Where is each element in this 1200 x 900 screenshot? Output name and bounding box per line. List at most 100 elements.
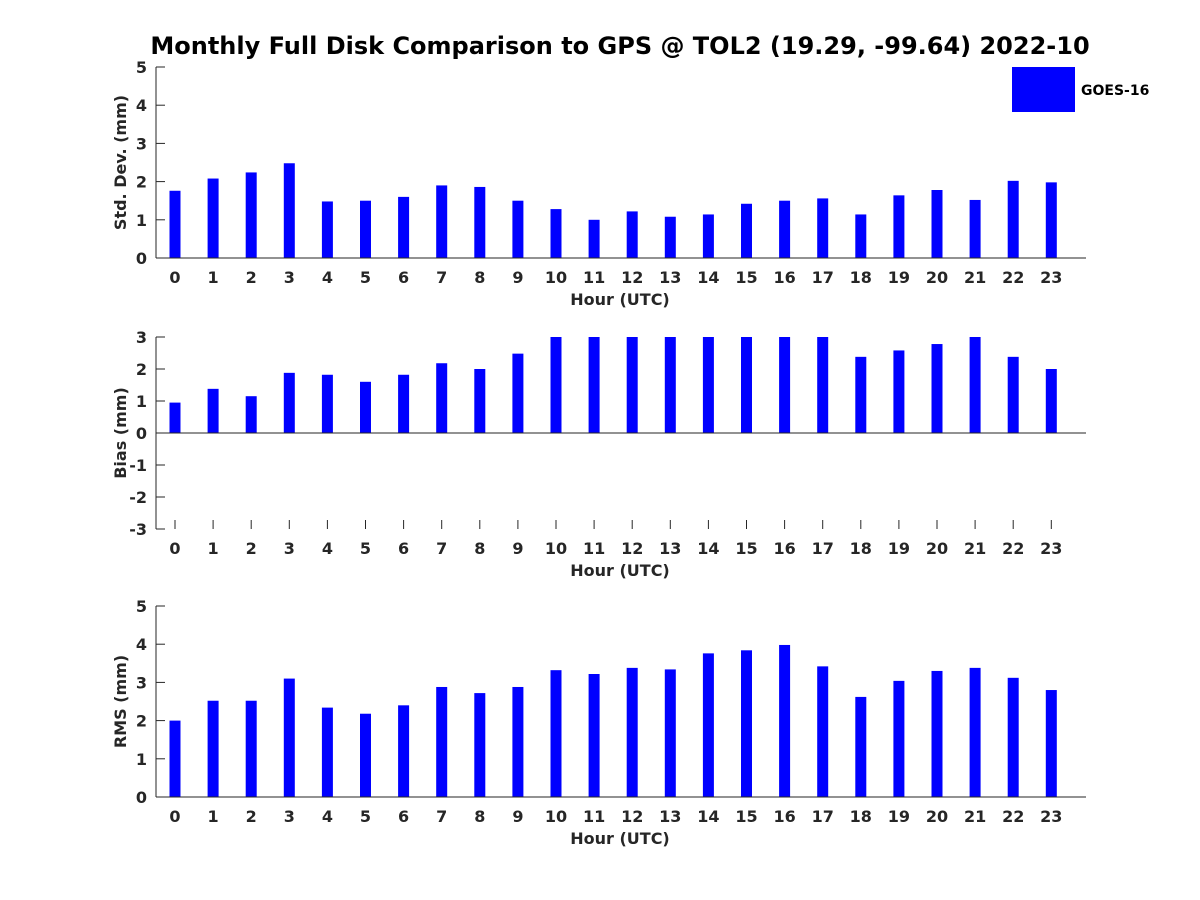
rms-x-tick-label-6: 6 [398, 807, 409, 826]
rms-y-tick-label: 5 [136, 597, 147, 616]
std-dev-x-tick-label-10: 10 [545, 268, 567, 287]
rms-y-tick-label: 4 [136, 635, 147, 654]
std-dev-x-tick-label-19: 19 [888, 268, 910, 287]
rms-bar-hour-14 [702, 653, 714, 797]
bias-x-tick-label-3: 3 [284, 539, 295, 558]
bias-bar-hour-15 [741, 337, 752, 433]
bias-bar-hour-3 [283, 372, 295, 433]
std-dev-y-tick-label: 4 [136, 96, 147, 115]
rms-x-tick-label-0: 0 [169, 807, 180, 826]
rms-x-tick-label-5: 5 [360, 807, 371, 826]
rms-bar-hour-21 [969, 667, 981, 797]
std-dev-y-tick-label: 0 [136, 249, 147, 268]
bias-bar-hour-17 [817, 337, 829, 433]
rms-x-tick-label-21: 21 [964, 807, 986, 826]
bias-x-tick-label-4: 4 [322, 539, 333, 558]
rms-bar-hour-0 [169, 720, 181, 797]
bias-bar-hour-2 [245, 396, 257, 433]
rms-y-tick-label: 0 [136, 788, 147, 807]
rms-bar-hour-12 [626, 667, 638, 797]
bias-x-tick-label-6: 6 [398, 539, 409, 558]
bias-y-tick-label: 3 [136, 328, 147, 347]
std-dev-bar-hour-21 [969, 199, 981, 258]
rms-bar-hour-15 [741, 650, 752, 797]
std-dev-x-tick-label-12: 12 [621, 268, 643, 287]
std-dev-bar-hour-23 [1045, 182, 1057, 258]
std-dev-x-tick-label-5: 5 [360, 268, 371, 287]
rms-bar-hour-13 [664, 669, 676, 797]
std-dev-x-tick-label-6: 6 [398, 268, 409, 287]
std-dev-x-tick-label-21: 21 [964, 268, 986, 287]
rms-bar-hour-9 [512, 686, 524, 797]
rms-bar-hour-22 [1007, 677, 1019, 797]
rms-bar-hour-18 [855, 696, 867, 797]
std-dev-x-tick-label-23: 23 [1040, 268, 1062, 287]
bias-x-tick-label-11: 11 [583, 539, 605, 558]
bias-x-tick-label-13: 13 [659, 539, 681, 558]
std-dev-bar-hour-8 [474, 186, 486, 258]
rms-y-tick-label: 3 [136, 673, 147, 692]
legend-label-goes-16: GOES-16 [1081, 83, 1149, 99]
std-dev-bar-hour-12 [626, 211, 638, 258]
rms-y-tick-label: 2 [136, 712, 147, 731]
std-dev-x-tick-label-9: 9 [512, 268, 523, 287]
bias-bar-hour-4 [321, 374, 333, 433]
bias-bar-hour-7 [436, 363, 448, 433]
std-dev-bar-hour-9 [512, 200, 524, 258]
std-dev-bar-hour-20 [931, 190, 943, 258]
bias-x-tick-label-14: 14 [697, 539, 719, 558]
bias-bar-hour-18 [855, 356, 867, 433]
std-dev-y-tick-label: 1 [136, 211, 147, 230]
std-dev-bar-hour-16 [779, 200, 791, 258]
bias-bar-hour-1 [207, 388, 219, 433]
rms-x-tick-label-17: 17 [812, 807, 834, 826]
rms-x-tick-label-8: 8 [474, 807, 485, 826]
std-dev-x-tick-label-0: 0 [169, 268, 180, 287]
rms-x-tick-label-19: 19 [888, 807, 910, 826]
std-dev-bar-hour-6 [398, 196, 410, 258]
std-dev-x-tick-label-15: 15 [735, 268, 757, 287]
rms-bar-hour-10 [550, 670, 562, 797]
figure-title: Monthly Full Disk Comparison to GPS @ TO… [150, 32, 1089, 60]
bias-x-tick-label-5: 5 [360, 539, 371, 558]
bias-bar-hour-9 [512, 353, 524, 433]
std-dev-bar-hour-4 [321, 201, 333, 258]
std-dev-x-tick-label-13: 13 [659, 268, 681, 287]
std-dev-x-tick-label-4: 4 [322, 268, 333, 287]
rms-x-tick-label-3: 3 [284, 807, 295, 826]
bias-x-tick-label-19: 19 [888, 539, 910, 558]
std-dev-x-tick-label-20: 20 [926, 268, 948, 287]
rms-x-tick-label-13: 13 [659, 807, 681, 826]
std-dev-x-tick-label-22: 22 [1002, 268, 1024, 287]
rms-x-tick-label-1: 1 [208, 807, 219, 826]
rms-x-tick-label-2: 2 [246, 807, 257, 826]
std-dev-bar-hour-0 [169, 190, 181, 258]
rms-x-tick-label-11: 11 [583, 807, 605, 826]
std-dev-x-tick-label-14: 14 [697, 268, 719, 287]
std-dev-bar-hour-18 [855, 214, 867, 258]
std-dev-y-tick-label: 2 [136, 173, 147, 192]
std-dev-bar-hour-3 [283, 163, 295, 258]
std-dev-bar-hour-1 [207, 178, 219, 258]
bias-y-tick-label: 0 [136, 424, 147, 443]
bias-x-tick-label-16: 16 [773, 539, 795, 558]
bias-x-tick-label-23: 23 [1040, 539, 1062, 558]
rms-x-tick-label-22: 22 [1002, 807, 1024, 826]
bias-x-tick-label-10: 10 [545, 539, 567, 558]
rms-x-axis-label: Hour (UTC) [570, 829, 670, 848]
std-dev-bar-hour-2 [245, 172, 257, 258]
rms-bar-hour-6 [398, 705, 410, 797]
rms-x-tick-label-16: 16 [773, 807, 795, 826]
std-dev-x-tick-label-17: 17 [812, 268, 834, 287]
bias-bar-hour-5 [360, 381, 371, 433]
legend: GOES-16 [1012, 67, 1149, 112]
rms-bar-hour-19 [893, 680, 905, 797]
rms-bar-hour-7 [436, 686, 448, 797]
bias-x-axis-label: Hour (UTC) [570, 561, 670, 580]
legend-swatch-goes-16 [1012, 67, 1075, 112]
bias-x-tick-label-1: 1 [208, 539, 219, 558]
